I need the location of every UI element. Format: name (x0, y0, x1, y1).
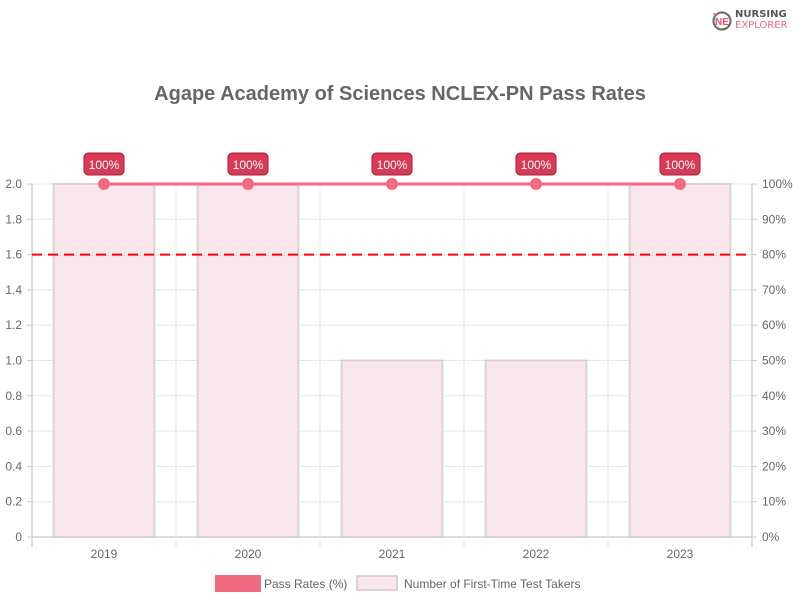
svg-text:NE: NE (715, 17, 729, 28)
y-right-tick: 70% (762, 283, 786, 297)
bar-2022 (484, 359, 588, 538)
legend-label-pass-rate: Pass Rates (%) (264, 577, 347, 591)
y-left-tick: 1.6 (5, 248, 22, 262)
y-left-tick: 0.6 (5, 424, 22, 438)
legend-swatch-pass-rate (215, 575, 261, 592)
legend-swatch-test-takers (356, 575, 398, 591)
y-right-tick: 30% (762, 424, 786, 438)
logo-line1: NURSING (735, 9, 787, 20)
y-left-tick: 1.8 (5, 212, 22, 226)
bar-2023 (628, 183, 732, 538)
data-label: 100% (521, 158, 552, 172)
pass-rate-point (530, 178, 542, 190)
y-right-tick: 60% (762, 318, 786, 332)
data-label-box (371, 152, 413, 176)
y-left-tick: 0 (15, 530, 22, 544)
y-right-tick: 90% (762, 212, 786, 226)
x-tick-label: 2020 (235, 547, 262, 561)
data-label-box (227, 152, 269, 176)
y-right-tick: 40% (762, 389, 786, 403)
x-tick-label: 2019 (91, 547, 118, 561)
y-right-tick: 10% (762, 495, 786, 509)
pass-rate-point (386, 178, 398, 190)
logo-icon: NE (712, 11, 732, 31)
bar-2020 (196, 183, 300, 538)
logo-line2: EXPLORER (735, 20, 788, 31)
y-left-tick: 0.4 (5, 459, 22, 473)
pass-rate-point (242, 178, 254, 190)
data-label-box (659, 152, 701, 176)
y-right-tick: 80% (762, 248, 786, 262)
y-left-tick: 1.2 (5, 318, 22, 332)
y-left-tick: 1.4 (5, 283, 22, 297)
y-right-tick: 100% (762, 177, 793, 191)
legend-label-test-takers: Number of First-Time Test Takers (404, 577, 580, 591)
y-left-tick: 0.8 (5, 389, 22, 403)
data-label: 100% (233, 158, 264, 172)
x-tick-label: 2022 (523, 547, 550, 561)
pass-rate-point (674, 178, 686, 190)
data-label: 100% (89, 158, 120, 172)
pass-rate-point (98, 178, 110, 190)
data-label: 100% (665, 158, 696, 172)
y-right-tick: 0% (762, 530, 780, 544)
bar-2021 (340, 359, 444, 538)
data-label-box (515, 152, 557, 176)
x-tick-label: 2021 (379, 547, 406, 561)
y-left-tick: 1.0 (5, 354, 22, 368)
bar-2019 (52, 183, 156, 538)
y-right-tick: 50% (762, 354, 786, 368)
y-right-tick: 20% (762, 459, 786, 473)
y-left-tick: 0.2 (5, 495, 22, 509)
y-left-tick: 2.0 (5, 177, 22, 191)
nursing-explorer-logo: NE NURSING EXPLORER (711, 9, 788, 31)
data-label-box (83, 152, 125, 176)
data-label: 100% (377, 158, 408, 172)
x-tick-label: 2023 (667, 547, 694, 561)
chart-title: Agape Academy of Sciences NCLEX-PN Pass … (154, 83, 646, 105)
